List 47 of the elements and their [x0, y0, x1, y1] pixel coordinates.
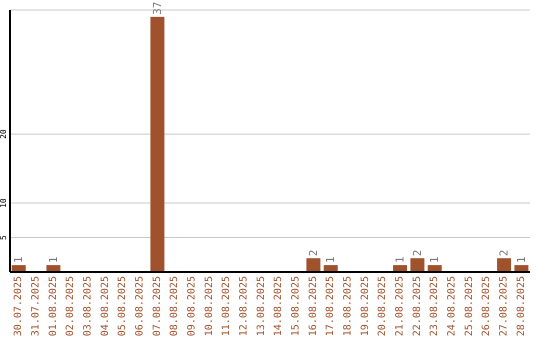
data-label: 1	[324, 256, 338, 264]
x-tick-label: 06.08.2025	[134, 276, 146, 336]
data-label: 2	[410, 250, 424, 256]
x-tick-label: 26.08.2025	[481, 276, 492, 336]
x-tick-label: 15.08.2025	[290, 276, 302, 336]
x-tick-label: 31.07.2025	[30, 276, 42, 336]
x-tick-label: 09.08.2025	[186, 276, 198, 336]
x-tick-label: 16.08.2025	[308, 276, 319, 336]
data-label: 1	[514, 256, 528, 264]
x-tick-label: 02.08.2025	[65, 276, 76, 336]
x-tick-label: 10.08.2025	[204, 276, 215, 336]
x-tick-label: 20.08.2025	[377, 276, 388, 336]
y-tick-label: 10	[0, 198, 8, 208]
x-tick-label: 27.08.2025	[498, 276, 510, 336]
x-tick-label: 12.08.2025	[238, 276, 250, 336]
data-label: 1	[428, 256, 442, 264]
x-tick-label: 21.08.2025	[394, 276, 406, 336]
x-tick-label: 08.08.2025	[169, 276, 180, 336]
bar	[150, 16, 164, 272]
x-tick-label: 11.08.2025	[221, 276, 232, 336]
y-tick-label: 20	[0, 129, 8, 139]
x-tick-label: 13.08.2025	[256, 276, 267, 336]
data-label: 2	[498, 250, 511, 256]
bar	[497, 258, 512, 272]
x-tick-label: 07.08.2025	[152, 276, 163, 336]
data-label: 1	[46, 256, 60, 264]
x-tick-label: 19.08.2025	[360, 276, 371, 336]
x-tick-label: 22.08.2025	[412, 276, 423, 336]
x-tick-label: 24.08.2025	[446, 276, 458, 336]
x-tick-label: 04.08.2025	[100, 276, 111, 336]
x-tick-label: 14.08.2025	[273, 276, 284, 336]
data-label: 1	[12, 256, 26, 264]
bar	[410, 258, 424, 272]
x-tick-label: 01.08.2025	[48, 276, 59, 336]
x-tick-label: 03.08.2025	[82, 276, 94, 336]
y-tick-label: 5	[0, 234, 8, 240]
x-tick-label: 17.08.2025	[325, 276, 336, 336]
x-tick-label: 05.08.2025	[117, 276, 128, 336]
x-tick-label: 28.08.2025	[516, 276, 527, 336]
data-label: 1	[394, 256, 407, 264]
data-label: 2	[306, 250, 320, 256]
x-tick-label: 30.07.2025	[13, 276, 24, 336]
x-tick-label: 18.08.2025	[342, 276, 354, 336]
x-tick-label: 25.08.2025	[464, 276, 475, 336]
data-label: 37	[150, 2, 164, 15]
x-tick-label: 23.08.2025	[429, 276, 440, 336]
bar	[306, 258, 320, 272]
